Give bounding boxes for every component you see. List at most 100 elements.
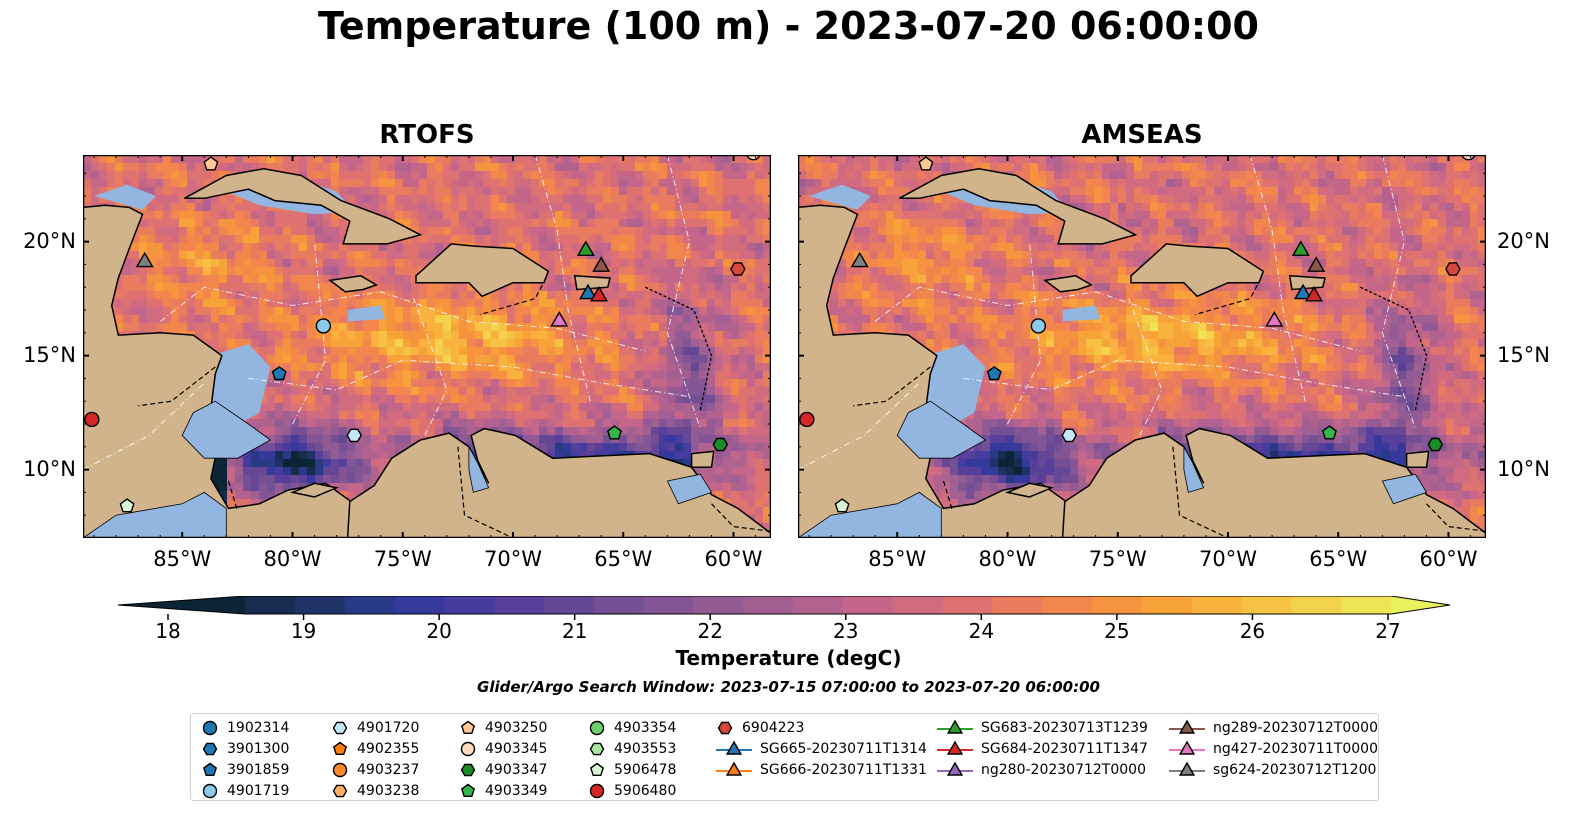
colorbar-bin xyxy=(1191,596,1243,614)
marker-5906478 xyxy=(834,498,850,513)
x-tick-label-1-2: 75°W xyxy=(1088,547,1147,571)
marker-5906480 xyxy=(84,411,100,428)
marker-3901859 xyxy=(271,366,287,381)
colorbar-extend-low xyxy=(118,596,245,614)
legend-label: 4903354 xyxy=(614,719,677,736)
legend-label: 4901720 xyxy=(357,719,420,736)
legend-item: 4901719 xyxy=(201,780,289,801)
legend-marker-icon xyxy=(332,784,348,797)
marker-SG665-20230711T1314 xyxy=(578,283,598,300)
marker-4903250 xyxy=(918,156,934,171)
colorbar-tick-label: 26 xyxy=(1240,619,1265,643)
legend-label: sg624-20230712T1200 xyxy=(1213,761,1377,778)
landmass xyxy=(83,167,771,538)
legend-item: 1902314 xyxy=(201,717,289,738)
x-tick-label-1-0: 85°W xyxy=(868,547,927,571)
colorbar-bin xyxy=(344,596,396,614)
x-tick-label-1-3: 70°W xyxy=(1199,547,1257,571)
map-panel-rtofs[interactable] xyxy=(83,155,771,538)
colorbar-bin xyxy=(1092,596,1143,614)
marker-SG683-20230713T1239 xyxy=(576,240,595,257)
legend-label: SG666-20230711T1331 xyxy=(760,761,927,778)
legend-item: 5906478 xyxy=(588,759,676,780)
marker-4903347 xyxy=(712,437,729,452)
marker-sg624-20230712T1200 xyxy=(850,251,869,268)
marker-SG684-20230711T1347 xyxy=(589,285,609,302)
marker-sg624-20230712T1200 xyxy=(135,251,154,268)
legend-marker-icon xyxy=(946,719,964,734)
legend-label: 4901719 xyxy=(227,782,290,799)
marker-ng427-20230711T0000 xyxy=(1265,311,1284,327)
colorbar-bin xyxy=(1291,596,1342,614)
legend-marker-icon xyxy=(332,721,348,734)
axis-ticks xyxy=(798,155,1486,538)
landmass xyxy=(798,167,1486,538)
legend-item: 3901859 xyxy=(201,759,289,780)
marker-3901859 xyxy=(986,366,1002,381)
legend-marker-icon xyxy=(460,783,476,797)
legend-item: sg624-20230712T1200 xyxy=(1169,759,1378,780)
legend-item: 4903345 xyxy=(459,738,547,759)
map-frame xyxy=(83,155,771,538)
legend-item: 6904223 xyxy=(716,717,927,738)
colorbar-tick-label: 19 xyxy=(291,619,316,643)
marker-4901720 xyxy=(346,428,363,443)
legend-label: 4903237 xyxy=(357,761,420,778)
legend-item: 4902355 xyxy=(331,738,419,759)
panel-title-rtofs: RTOFS xyxy=(379,120,475,150)
legend-label: 6904223 xyxy=(742,719,805,736)
colorbar-tick-label: 27 xyxy=(1375,619,1400,643)
colorbar-bin xyxy=(743,596,794,614)
observation-markers xyxy=(84,155,761,513)
marker-4903347 xyxy=(1427,437,1444,452)
colorbar-bin xyxy=(942,596,993,614)
x-tick-label-1-5: 60°W xyxy=(1419,547,1478,571)
colorbar-bin xyxy=(842,596,894,614)
legend-item: 4901720 xyxy=(331,717,419,738)
colorbar-bin xyxy=(1141,596,1193,614)
legend-item: 4903354 xyxy=(588,717,676,738)
marker-4901719 xyxy=(1030,318,1047,334)
colorbar-tick-label: 20 xyxy=(426,619,451,643)
marker-SG683-20230713T1239 xyxy=(1291,240,1310,257)
colorbar-bin xyxy=(245,596,296,614)
colorbar-bin xyxy=(1042,596,1093,614)
x-tick-label-0-2: 75°W xyxy=(373,547,432,571)
legend-item: SG665-20230711T1314 xyxy=(716,738,927,759)
legend-label: 3901859 xyxy=(227,761,290,778)
legend-item: ng427-20230711T0000 xyxy=(1169,738,1378,759)
legend-marker-icon xyxy=(1178,761,1196,776)
legend-label: 4903553 xyxy=(614,740,677,757)
marker-5906480 xyxy=(799,411,815,428)
colorbar-tick-label: 23 xyxy=(833,619,858,643)
marker-4901720 xyxy=(1061,428,1078,443)
marker-6904223 xyxy=(1445,262,1461,276)
figure-title: Temperature (100 m) - 2023-07-20 06:00:0… xyxy=(317,4,1259,48)
legend-item: 3901300 xyxy=(201,738,289,759)
legend-item: ng289-20230712T0000 xyxy=(1169,717,1378,738)
colorbar-tick-label: 18 xyxy=(155,619,180,643)
legend-label: SG683-20230713T1239 xyxy=(981,719,1148,736)
colorbar-tick-label: 22 xyxy=(697,619,722,643)
map-panel-amseas[interactable] xyxy=(798,155,1486,538)
x-tick-label-0-4: 65°W xyxy=(594,547,653,571)
legend-marker-icon xyxy=(589,720,605,735)
colorbar-bin xyxy=(394,596,445,614)
observation-markers xyxy=(799,155,1476,513)
search-window-text: Glider/Argo Search Window: 2023-07-15 07… xyxy=(477,678,1100,696)
colorbar: 18 19 20 21 22 23 24 25 26 27 xyxy=(110,595,1460,666)
colorbar-bin xyxy=(643,596,695,614)
legend-marker-icon xyxy=(1178,740,1196,755)
x-tick-label-1-4: 65°W xyxy=(1309,547,1368,571)
legend-marker-icon xyxy=(589,742,605,755)
legend-marker-icon xyxy=(202,783,218,798)
eez-boundaries xyxy=(83,155,771,538)
legend-label: 4902355 xyxy=(357,740,420,757)
colorbar-bin xyxy=(543,596,595,614)
colorbar-bin xyxy=(444,596,495,614)
y-tick-label-right-2: 10°N xyxy=(1497,456,1550,481)
marker-5906478 xyxy=(119,498,135,513)
legend-marker-icon xyxy=(725,761,743,776)
y-tick-label-left-2: 10°N xyxy=(23,456,76,481)
legend-label: 5906480 xyxy=(614,782,677,799)
